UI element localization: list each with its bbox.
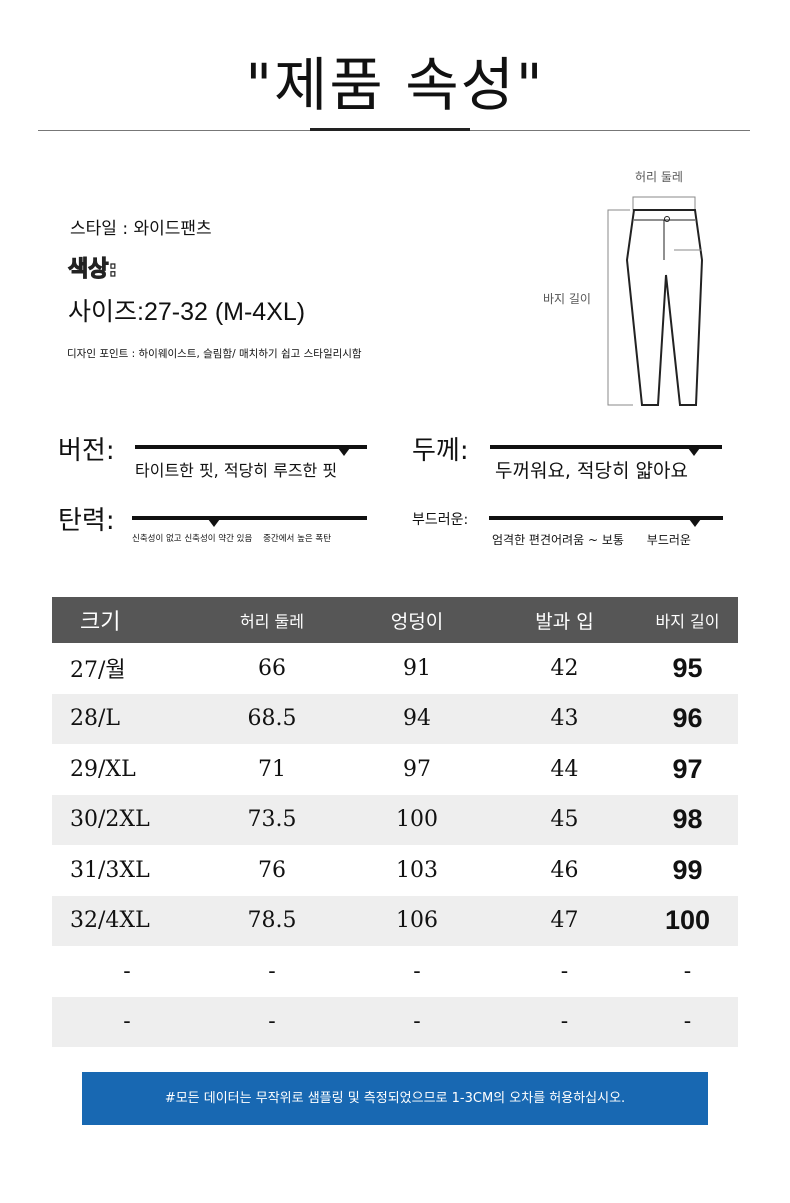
table-cell: 66 [258, 655, 286, 681]
divider-accent [310, 128, 470, 131]
style-attr: 스타일 : 와이드팬츠 [70, 219, 212, 239]
table-cell: - [123, 958, 131, 984]
table-cell: - [637, 996, 738, 1047]
slider-label-elasticity: 탄력: [58, 506, 115, 536]
slider-marker [208, 519, 221, 527]
table-row: 30/2XL 73.5 100 45 98 [52, 794, 738, 845]
slider-desc-fit: 타이트한 핏, 적당히 루즈한 핏 [135, 461, 338, 480]
table-cell: - [413, 958, 421, 984]
table-cell: 29/XL [70, 756, 136, 782]
col-hem: 발과 입 [492, 597, 637, 643]
size-table: 크기 허리 둘레 엉덩이 발과 입 바지 길이 27/월 66 91 42 95 28/L… [52, 597, 738, 1047]
slider-desc-softness: 엄격한 편견어려움 ~ 보통 부드러운 [492, 533, 691, 547]
table-row: 31/3XL 76 103 46 99 [52, 845, 738, 896]
length-label: 바지 길이 [543, 292, 591, 306]
design-attr: 디자인 포인트 : 하이웨이스트, 슬림함/ 매치하기 쉽고 스타일리시함 [67, 348, 362, 360]
table-cell: 30/2XL [52, 794, 202, 845]
pants-diagram: 허리 둘레 바지 길이 [530, 160, 710, 410]
slider-label-fit: 버전: [58, 436, 115, 466]
table-cell: 71 [258, 756, 286, 782]
slider-marker [688, 448, 701, 456]
slider-label-thickness: 두께: [412, 436, 469, 466]
table-cell: 103 [396, 857, 438, 883]
table-cell: 44 [550, 756, 579, 782]
slider-marker [337, 448, 350, 456]
pants-icon [607, 196, 704, 406]
table-cell: 99 [672, 854, 703, 885]
table-cell: 100 [342, 794, 492, 845]
waist-label: 허리 둘레 [635, 170, 683, 184]
table-cell: 43 [492, 693, 637, 744]
col-waist: 허리 둘레 [202, 597, 342, 643]
table-cell: 42 [550, 655, 579, 681]
col-length: 바지 길이 [637, 597, 738, 643]
slider-elasticity [132, 516, 367, 527]
table-row: ----- [52, 946, 738, 997]
slider-thickness [490, 445, 722, 456]
table-cell: 95 [672, 652, 703, 683]
table-cell: 98 [637, 794, 738, 845]
page-title: "제품 속성" [245, 51, 545, 119]
table-row: ----- [52, 996, 738, 1047]
slider-label-softness: 부드러운: [412, 512, 469, 528]
footer-note: #모든 데이터는 무작위로 샘플링 및 측정되었으므로 1-3CM의 오차를 허… [82, 1072, 708, 1125]
table-row: 28/L 68.5 94 43 96 [52, 693, 738, 744]
table-cell: 32/4XL [52, 895, 202, 946]
table-header: 크기 허리 둘레 엉덩이 발과 입 바지 길이 [52, 597, 738, 643]
table-cell: 100 [637, 895, 738, 946]
table-cell: 76 [258, 857, 286, 883]
table-cell: 97 [403, 756, 431, 782]
table-cell: 73.5 [202, 794, 342, 845]
table-cell: 94 [342, 693, 492, 744]
table-cell: 106 [342, 895, 492, 946]
table-cell: 31/3XL [70, 857, 150, 883]
table-cell: - [202, 996, 342, 1047]
table-cell: 45 [492, 794, 637, 845]
table-cell: - [342, 996, 492, 1047]
table-cell: 27/월 [70, 658, 126, 684]
table-cell: 28/L [52, 693, 202, 744]
table-cell: - [492, 996, 637, 1047]
col-size: 크기 [52, 597, 202, 643]
slider-fit [135, 445, 367, 456]
color-attr: 색상: [67, 256, 118, 282]
table-cell: - [683, 958, 692, 984]
slider-softness [489, 516, 723, 527]
table-cell: 96 [637, 693, 738, 744]
table-cell: - [52, 996, 202, 1047]
table-cell: 78.5 [202, 895, 342, 946]
table-row: 27/월 66 91 42 95 [52, 643, 738, 694]
table-cell: 68.5 [202, 693, 342, 744]
slider-desc-thickness: 두꺼워요, 적당히 얇아요 [495, 460, 688, 482]
table-cell: - [268, 958, 276, 984]
col-hip: 엉덩이 [342, 597, 492, 643]
table-cell: 47 [492, 895, 637, 946]
table-cell: 97 [672, 753, 703, 784]
table-row: 32/4XL 78.5 106 47 100 [52, 895, 738, 946]
size-attr: 사이즈:27-32 (M-4XL) [68, 298, 306, 326]
table-cell: 46 [550, 857, 579, 883]
table-cell: - [560, 958, 569, 984]
slider-marker [688, 519, 701, 527]
slider-desc-elasticity: 신축성이 없고 신축성이 약간 있음 중간에서 높은 폭탄 [132, 534, 332, 544]
table-cell: 91 [403, 655, 431, 681]
table-row: 29/XL 71 97 44 97 [52, 744, 738, 795]
